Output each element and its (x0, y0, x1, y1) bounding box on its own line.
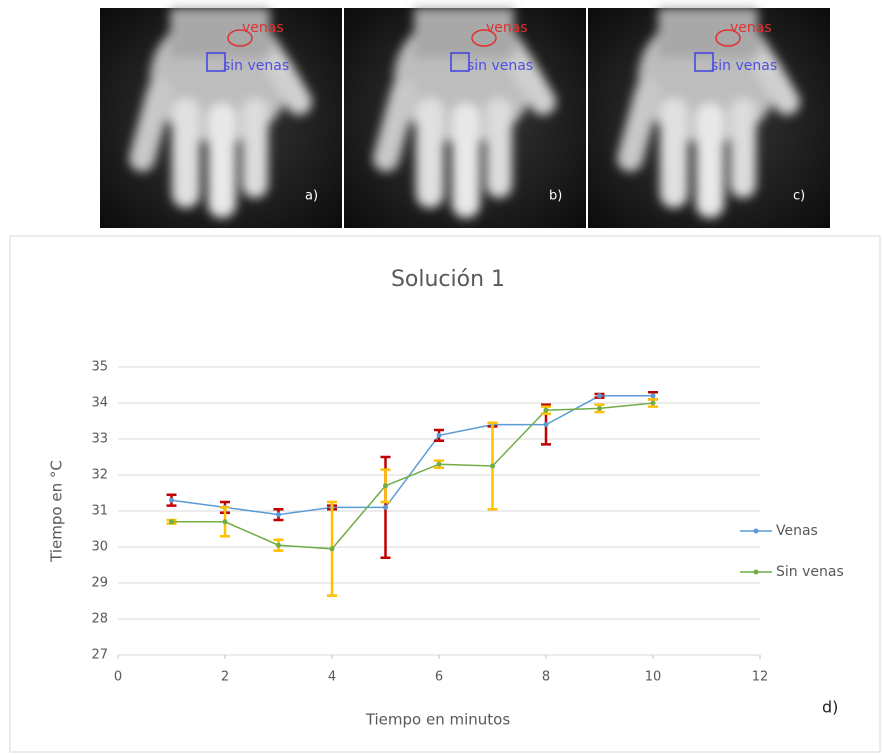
y-tick-label: 31 (91, 504, 108, 519)
x-tick-label: 0 (114, 670, 122, 685)
data-point (437, 433, 442, 438)
data-point (651, 401, 656, 406)
y-tick-label: 27 (91, 648, 108, 663)
y-tick-label: 30 (91, 540, 108, 555)
y-tick-label: 35 (91, 360, 108, 375)
legend-marker (754, 570, 759, 575)
x-tick-label: 12 (752, 670, 769, 685)
panel-label: d) (822, 698, 838, 717)
data-point (651, 393, 656, 398)
data-point (169, 498, 174, 503)
data-point (544, 422, 549, 427)
thermal-image: venas sin venas b) (344, 8, 586, 228)
data-point (490, 464, 495, 469)
image-label: a) (305, 189, 318, 204)
chart-title: Solución 1 (391, 267, 505, 292)
data-point (383, 483, 388, 488)
chart-frame (10, 236, 880, 752)
y-axis-label: Tiempo en °C (48, 460, 66, 563)
y-tick-label: 32 (91, 468, 108, 483)
image-label: c) (793, 189, 805, 204)
figure: venas sin venas a) venas sin venas b) venas sin… (0, 0, 882, 755)
vein-label: venas (486, 20, 528, 36)
legend-label: Venas (776, 523, 818, 539)
no-vein-label: sin venas (711, 58, 777, 74)
data-point (276, 512, 281, 517)
data-point (437, 462, 442, 467)
vein-label: venas (242, 20, 284, 36)
data-point (223, 519, 228, 524)
data-point (169, 519, 174, 524)
data-point (597, 406, 602, 411)
data-point (276, 543, 281, 548)
y-tick-label: 34 (91, 396, 108, 411)
x-tick-label: 6 (435, 670, 443, 685)
x-tick-label: 8 (542, 670, 550, 685)
y-tick-label: 28 (91, 612, 108, 627)
y-tick-label: 29 (91, 576, 108, 591)
vein-label: venas (730, 20, 772, 36)
thermal-image: venas sin venas a) (100, 8, 342, 228)
data-point (597, 393, 602, 398)
y-tick-label: 33 (91, 432, 108, 447)
data-point (544, 408, 549, 413)
data-point (330, 546, 335, 551)
x-tick-label: 4 (328, 670, 336, 685)
no-vein-label: sin venas (223, 58, 289, 74)
x-tick-label: 2 (221, 670, 229, 685)
image-label: b) (549, 189, 562, 204)
legend-label: Sin venas (776, 564, 844, 580)
x-axis-label: Tiempo en minutos (365, 711, 511, 729)
no-vein-label: sin venas (467, 58, 533, 74)
data-point (383, 505, 388, 510)
x-tick-label: 10 (645, 670, 662, 685)
legend-marker (754, 529, 759, 534)
thermal-image: venas sin venas c) (588, 8, 830, 228)
